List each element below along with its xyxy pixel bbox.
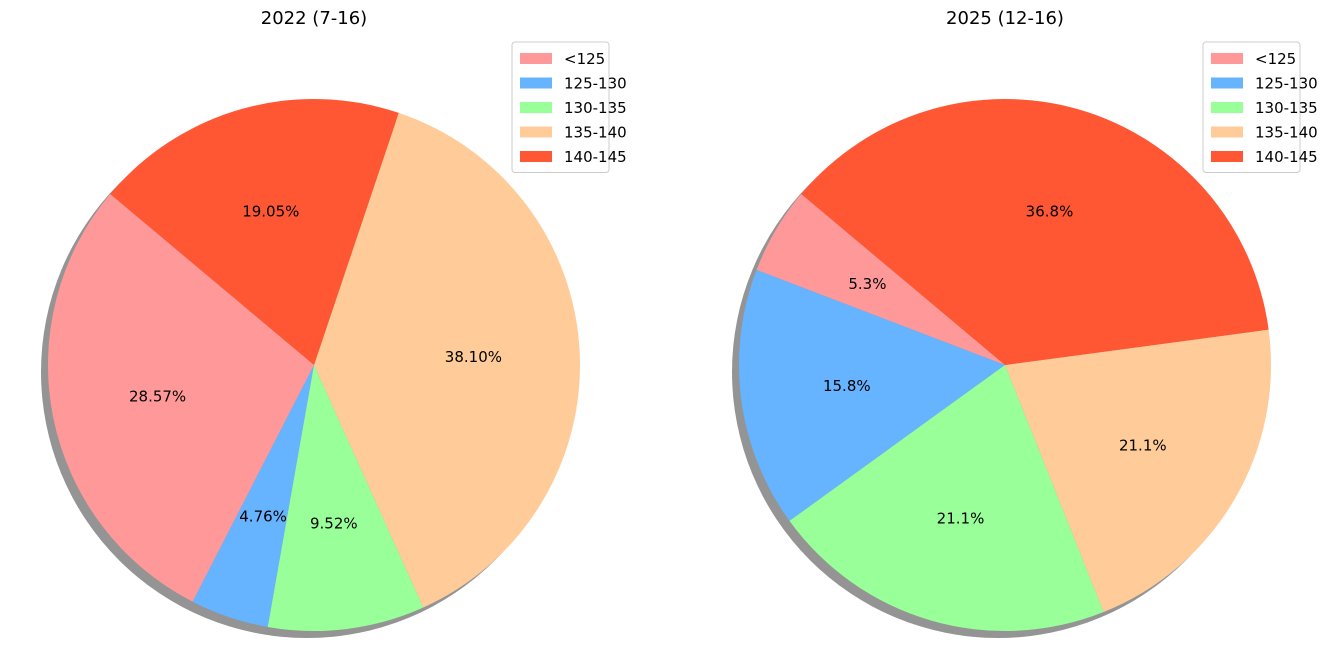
pie-slices: [47, 98, 581, 632]
pie-slice-label: 9.52%: [310, 514, 358, 532]
pie-slices: [739, 99, 1271, 631]
pie-slice-label: 15.8%: [823, 377, 871, 395]
legend-label: <125: [564, 50, 605, 68]
legend-frame: [1202, 41, 1301, 173]
pie-slice-label: 36.8%: [1026, 203, 1074, 221]
pie-chart-2022: 2022 (7-16) 28.57% 4.76% 9.52% 38.10% 19.05%…: [41, 8, 627, 638]
pie-slice-4: [1005, 329, 1271, 613]
legend-label: 135-140: [1255, 124, 1318, 142]
legend-label: 130-135: [1255, 99, 1318, 117]
pie-slice-label: 38.10%: [445, 348, 502, 366]
legend-swatch: [1211, 53, 1243, 64]
legend-label: 125-130: [1255, 75, 1318, 93]
pie-slice-1: [756, 194, 1005, 365]
pie-legend: <125 125-130 130-135 135-140 140-145: [1202, 41, 1318, 173]
pie-slice-label: 21.1%: [937, 509, 985, 527]
pie-slice-label: 19.05%: [242, 202, 299, 220]
legend-label: 125-130: [564, 75, 627, 93]
pie-title: 2025 (12-16): [946, 8, 1064, 29]
legend-swatch: [1211, 102, 1243, 113]
pie-slice-1: [47, 194, 315, 602]
pie-slice-3: [267, 365, 424, 632]
pie-slice-label: 5.3%: [848, 275, 886, 293]
pie-title: 2022 (7-16): [261, 8, 367, 29]
legend-label: 140-145: [1255, 148, 1318, 166]
pie-legend: <125 125-130 130-135 135-140 140-145: [511, 41, 627, 173]
legend-swatch: [520, 53, 552, 64]
pie-slice-5: [110, 98, 399, 365]
pie-chart-2025: 2025 (12-16) 5.3% 15.8% 21.1% 21.1% 36.8% <1…: [732, 8, 1318, 638]
pie-slice-5: [801, 99, 1269, 366]
pie-value-labels: 5.3% 15.8% 21.1% 21.1% 36.8%: [823, 203, 1167, 528]
pie-value-labels: 28.57% 4.76% 9.52% 38.10% 19.05%: [129, 202, 502, 532]
legend-label: 130-135: [564, 99, 627, 117]
pie-slice-2: [192, 365, 314, 627]
legend-swatch: [520, 126, 552, 138]
legend-swatch: [1211, 126, 1243, 138]
legend-label: <125: [1255, 50, 1296, 68]
legend-swatch: [1211, 77, 1243, 89]
pie-slice-3: [789, 365, 1104, 631]
pie-slice-2: [739, 269, 1005, 521]
legend-label: 135-140: [564, 124, 627, 142]
legend-swatch: [520, 102, 552, 113]
legend-frame: [511, 41, 610, 173]
legend-swatch: [520, 77, 552, 89]
pie-slice-label: 28.57%: [129, 388, 186, 406]
legend-label: 140-145: [564, 148, 627, 166]
legend-swatch: [520, 151, 552, 162]
legend-swatch: [1211, 151, 1243, 162]
pie-slice-label: 4.76%: [239, 507, 287, 525]
pie-slice-label: 21.1%: [1119, 437, 1167, 455]
pie-slice-4: [314, 112, 581, 608]
